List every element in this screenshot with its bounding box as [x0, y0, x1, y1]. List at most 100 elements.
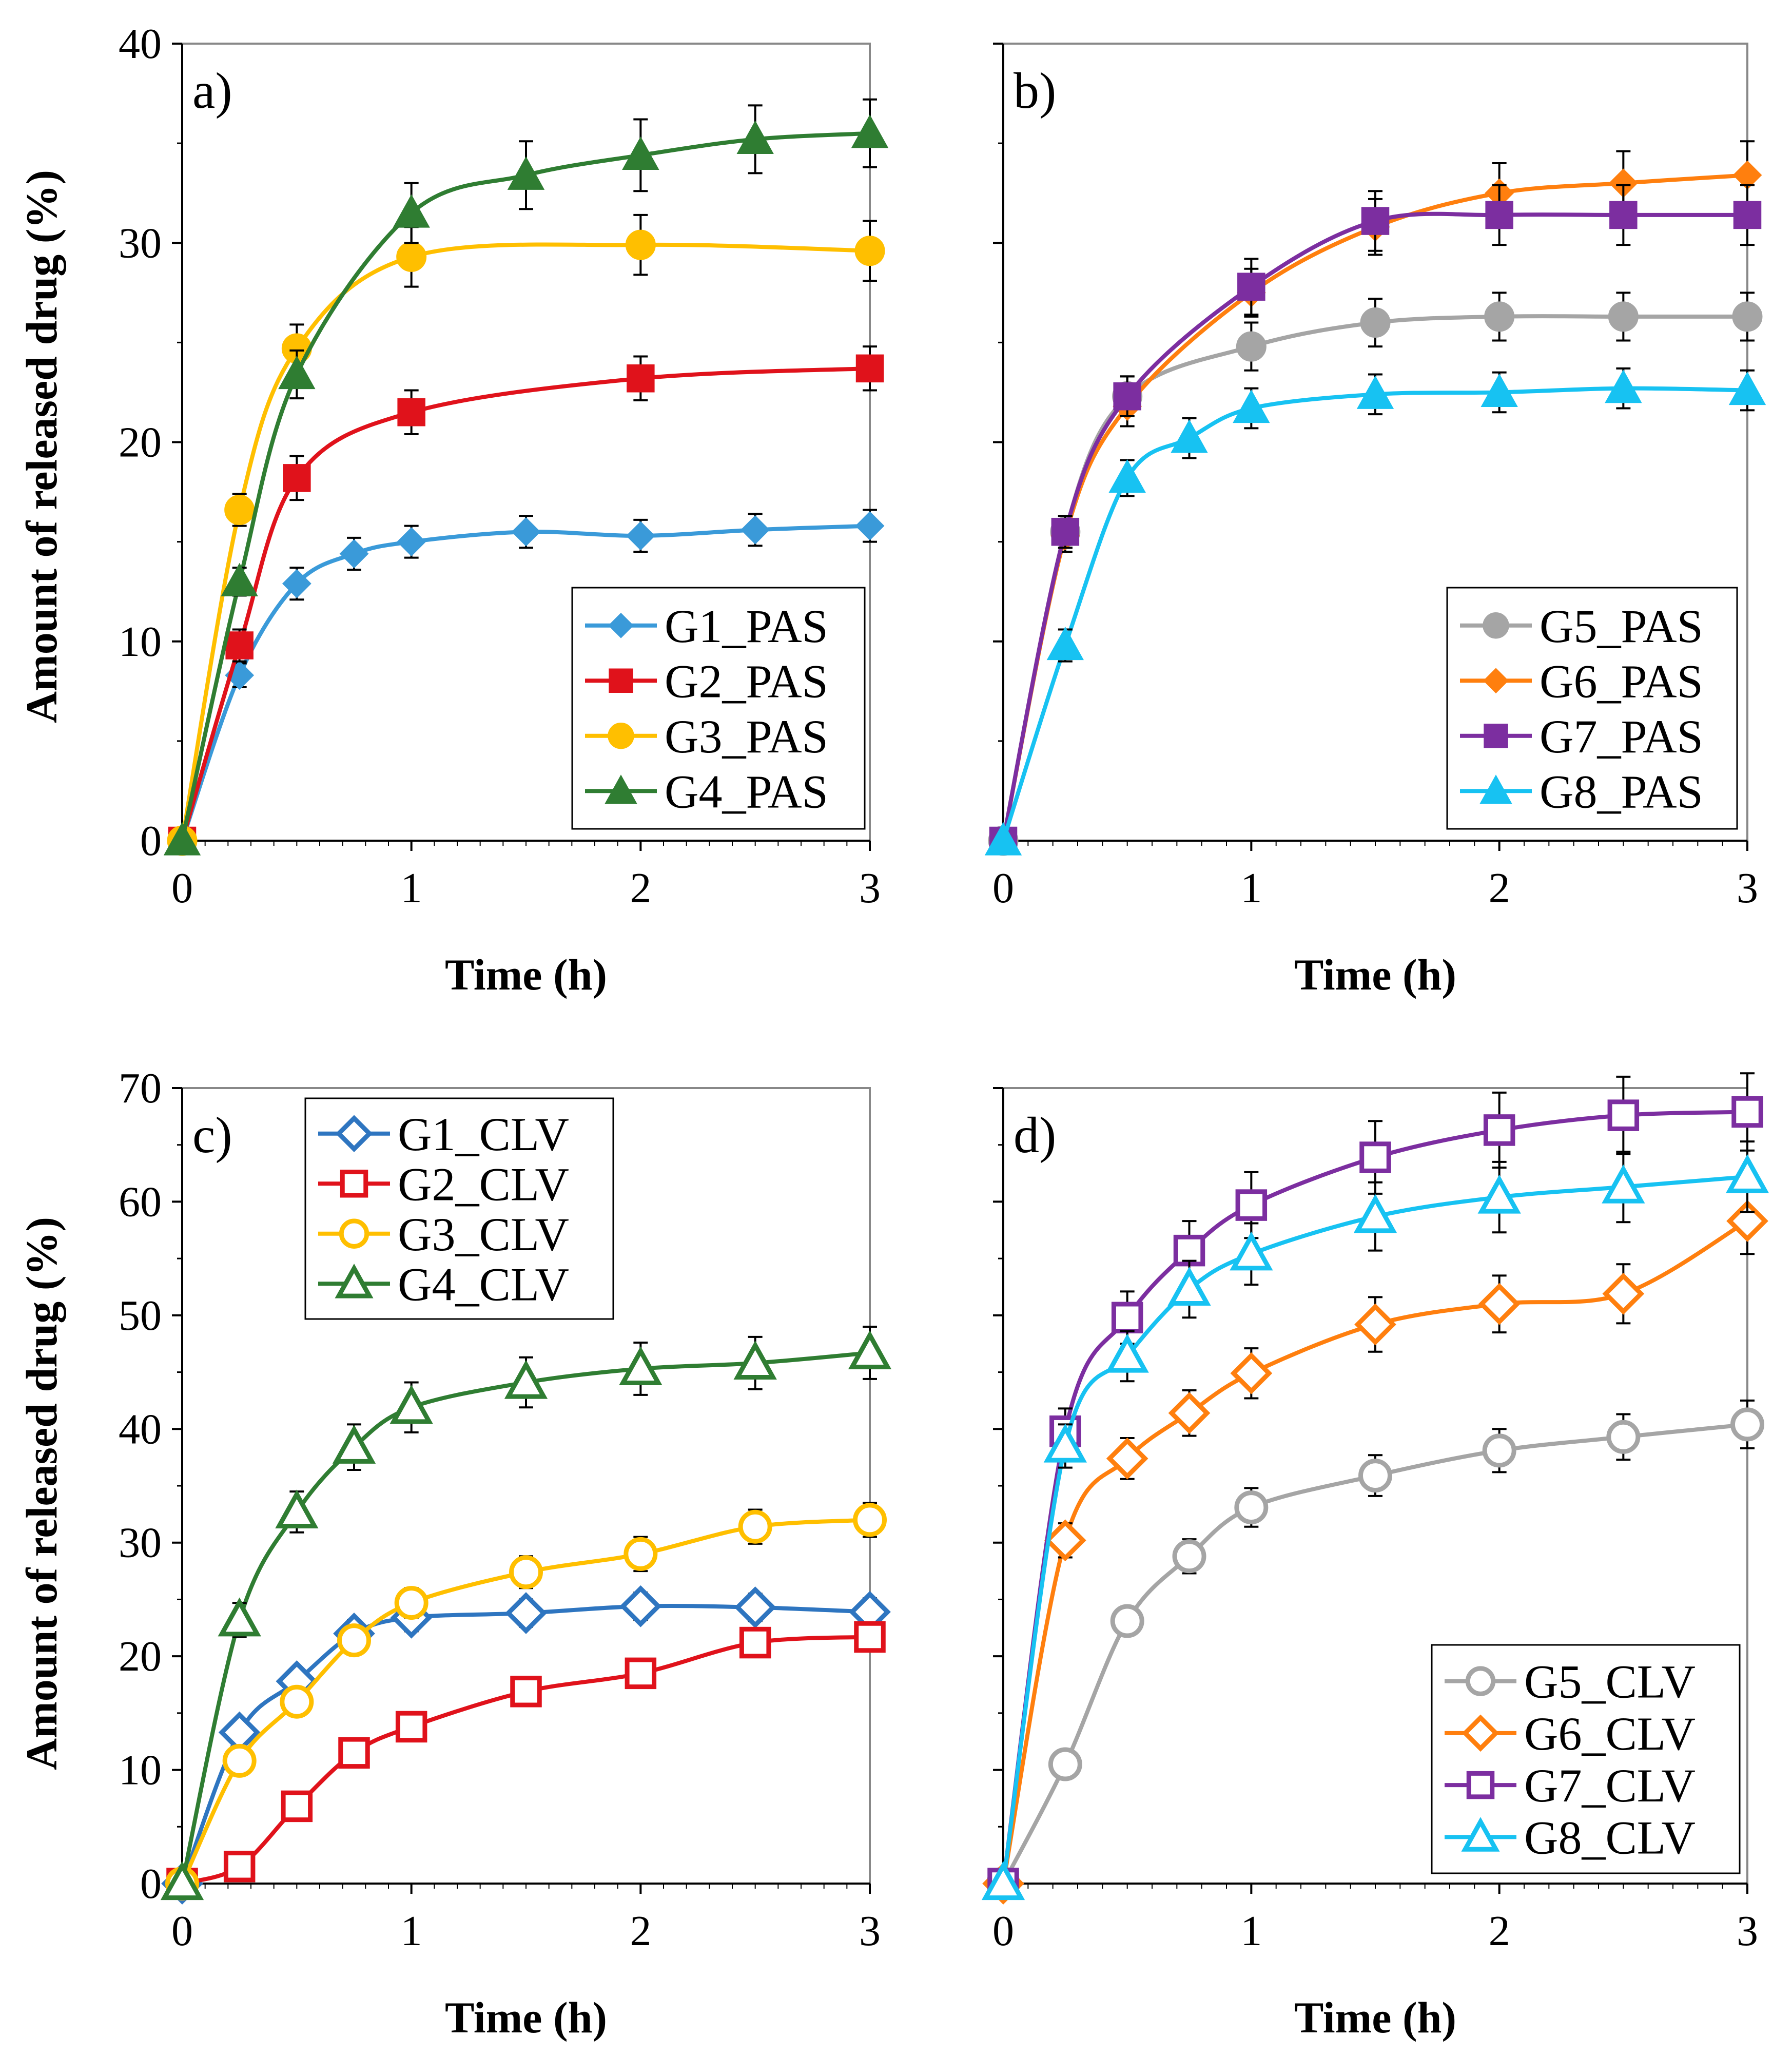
- data-point-marker: [163, 822, 201, 856]
- panel-d-label: d): [1014, 1107, 1056, 1163]
- panel-c-x-tick-label: 3: [859, 1907, 881, 1955]
- legend-label: G6_PAS: [1540, 655, 1703, 707]
- legend-marker: [1462, 1714, 1499, 1752]
- data-point-marker: [337, 1623, 371, 1658]
- data-point-marker: [1234, 1490, 1269, 1525]
- legend-label: G5_CLV: [1524, 1656, 1696, 1708]
- legend-label: G4_PAS: [665, 765, 828, 818]
- data-point-marker: [225, 631, 254, 660]
- data-point-marker: [389, 1385, 433, 1424]
- series-line: [180, 1518, 870, 1885]
- legend-label: G8_CLV: [1524, 1811, 1696, 1864]
- panel-b-x-tick-label: 2: [1489, 864, 1510, 912]
- panel-c-label: c): [192, 1107, 232, 1163]
- data-point-marker: [1730, 1407, 1764, 1442]
- data-point-marker: [1168, 1392, 1211, 1434]
- data-point-marker: [1482, 1433, 1516, 1468]
- data-point-marker: [1113, 382, 1141, 411]
- panel-c-y-tick-label: 0: [140, 1860, 162, 1908]
- panel-b-x-axis-title: Time (h): [1294, 950, 1456, 999]
- panel-a: 0 10 20 30 40 0 1 2 3 Time (h) a) G1_PASG2_PASG3_PA…: [119, 20, 889, 999]
- panel-c-x-axis-title: Time (h): [445, 1993, 607, 2042]
- data-point-marker: [1106, 1437, 1148, 1480]
- data-point-marker: [851, 114, 889, 148]
- panel-c-y-tick-label: 60: [119, 1178, 162, 1226]
- data-point-marker: [504, 1360, 548, 1399]
- panel-b-x-tick-label: 1: [1240, 864, 1262, 912]
- data-point-marker: [855, 511, 885, 540]
- data-point-marker: [223, 1851, 256, 1883]
- data-point-marker: [738, 1509, 772, 1544]
- panel-a-x-tick-label: 0: [171, 864, 193, 912]
- panel-b-x-tick-label: 3: [1737, 864, 1758, 912]
- panel-d-series-g8_clv: [981, 1140, 1769, 1900]
- panel-d-x-tick-label: 3: [1737, 1907, 1758, 1955]
- data-point-marker: [981, 1861, 1025, 1900]
- data-point-marker: [619, 1346, 663, 1386]
- data-point-marker: [1167, 1267, 1211, 1306]
- data-point-marker: [1233, 389, 1270, 423]
- data-point-marker: [848, 1330, 892, 1370]
- panel-d-x-tick-label: 0: [992, 1907, 1014, 1955]
- series-line: [180, 366, 870, 842]
- panel-c: 0 10 20 30 40 50 60 70 0 1 2 3 Time (h) c) G1_CLVG2_CL…: [119, 1064, 892, 2042]
- legend-marker: [1465, 1666, 1496, 1696]
- data-point-marker: [734, 1586, 776, 1628]
- data-point-marker: [1356, 375, 1394, 409]
- legend-marker: [605, 774, 637, 804]
- panel-a-y-tick-label: 20: [119, 419, 162, 467]
- panel-a-x-tick-label: 2: [630, 864, 651, 912]
- legend-label: G7_CLV: [1524, 1759, 1696, 1812]
- legend-marker: [335, 1115, 373, 1153]
- data-point-marker: [397, 527, 426, 557]
- data-point-marker: [332, 1424, 376, 1464]
- data-point-marker: [1725, 1154, 1769, 1193]
- data-point-marker: [1481, 373, 1518, 408]
- panel-c-y-tick-label: 20: [119, 1633, 162, 1680]
- data-point-marker: [1043, 1423, 1087, 1463]
- data-point-marker: [1044, 1519, 1086, 1562]
- panel-d-x-axis-title: Time (h): [1294, 1993, 1456, 2042]
- data-point-marker: [1110, 1604, 1144, 1638]
- legend-marker: [1483, 668, 1509, 694]
- data-point-marker: [739, 1626, 771, 1659]
- panel-c-y-tick-label: 30: [119, 1519, 162, 1567]
- data-point-marker: [1602, 1272, 1645, 1315]
- data-point-marker: [853, 1503, 887, 1537]
- series-line: [181, 1635, 870, 1886]
- legend-marker: [1466, 1771, 1495, 1799]
- data-point-marker: [1484, 301, 1515, 332]
- data-point-marker: [1051, 517, 1080, 546]
- data-point-marker: [1602, 1164, 1645, 1204]
- panel-b-series-g8_pas: [984, 367, 1766, 856]
- data-point-marker: [1353, 1194, 1397, 1233]
- data-point-marker: [1108, 459, 1146, 493]
- data-point-marker: [394, 1586, 428, 1620]
- data-point-marker: [1605, 370, 1642, 403]
- data-point-marker: [505, 1592, 547, 1634]
- data-point-marker: [160, 1861, 204, 1900]
- data-point-marker: [397, 398, 425, 426]
- data-point-marker: [1230, 1352, 1273, 1394]
- panel-a-y-tick-label: 0: [140, 817, 162, 865]
- data-point-marker: [1485, 201, 1513, 229]
- legend-marker: [339, 1218, 369, 1249]
- data-point-marker: [626, 521, 655, 551]
- data-point-marker: [1046, 626, 1084, 661]
- data-point-marker: [619, 1585, 662, 1627]
- data-point-marker: [511, 517, 541, 547]
- panel-b-label: b): [1014, 62, 1056, 119]
- legend-label: G3_CLV: [398, 1208, 569, 1260]
- data-point-marker: [1726, 1200, 1768, 1242]
- legend-label: G3_PAS: [665, 710, 828, 763]
- panel-c-x-tick-label: 0: [171, 1907, 193, 1955]
- legend-label: G2_CLV: [398, 1158, 569, 1210]
- panel-b-x-tick-label: 0: [992, 864, 1014, 912]
- panel-c-y-tick-label: 70: [119, 1064, 162, 1112]
- data-point-marker: [510, 1676, 542, 1708]
- legend-marker: [1484, 724, 1508, 748]
- legend-marker: [335, 1264, 374, 1298]
- data-point-marker: [1173, 1234, 1205, 1267]
